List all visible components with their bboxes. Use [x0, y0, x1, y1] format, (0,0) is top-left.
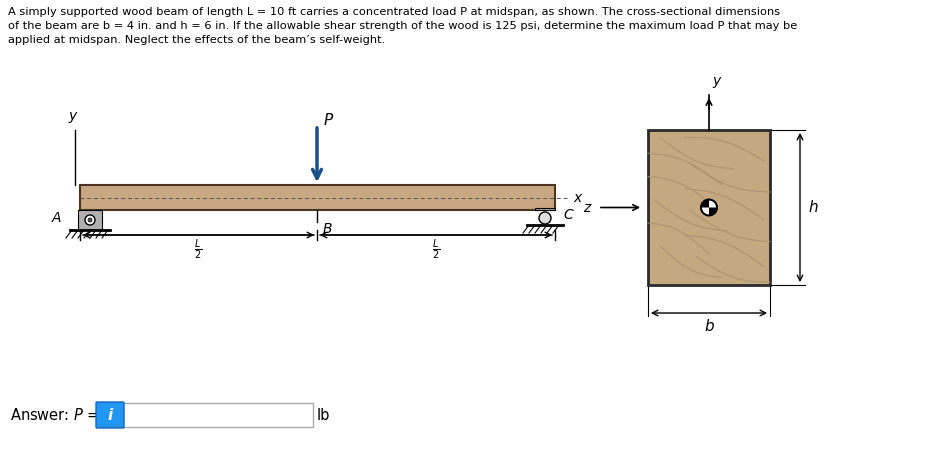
- Text: $x$: $x$: [573, 190, 584, 204]
- Wedge shape: [701, 199, 709, 207]
- Text: $A$: $A$: [50, 211, 62, 225]
- Circle shape: [85, 215, 95, 225]
- Text: $z$: $z$: [584, 201, 593, 215]
- Polygon shape: [535, 208, 555, 210]
- FancyBboxPatch shape: [96, 402, 124, 428]
- Text: $B$: $B$: [322, 222, 332, 236]
- Text: of the beam are b = 4 in. and h = 6 in. If the allowable shear strength of the w: of the beam are b = 4 in. and h = 6 in. …: [8, 21, 797, 31]
- FancyBboxPatch shape: [123, 403, 313, 427]
- Circle shape: [701, 199, 717, 216]
- Text: $C$: $C$: [563, 208, 575, 222]
- Text: $y$: $y$: [712, 75, 723, 90]
- Text: $b$: $b$: [704, 318, 715, 334]
- Wedge shape: [709, 207, 717, 216]
- Polygon shape: [648, 130, 770, 285]
- Text: $\frac{L}{2}$: $\frac{L}{2}$: [432, 238, 440, 262]
- Polygon shape: [78, 210, 102, 230]
- Text: Answer: $P$ =: Answer: $P$ =: [10, 407, 100, 423]
- Circle shape: [88, 218, 92, 222]
- Text: A simply supported wood beam of length L = 10 ft carries a concentrated load P a: A simply supported wood beam of length L…: [8, 7, 780, 17]
- Text: $h$: $h$: [808, 199, 819, 216]
- Text: applied at midspan. Neglect the effects of the beam’s self-weight.: applied at midspan. Neglect the effects …: [8, 35, 386, 45]
- Text: lb: lb: [317, 408, 330, 423]
- Text: i: i: [108, 408, 112, 423]
- Circle shape: [539, 212, 551, 224]
- Polygon shape: [80, 185, 555, 210]
- Text: $\frac{L}{2}$: $\frac{L}{2}$: [194, 238, 203, 262]
- Text: $y$: $y$: [68, 110, 78, 125]
- Text: $P$: $P$: [323, 112, 334, 128]
